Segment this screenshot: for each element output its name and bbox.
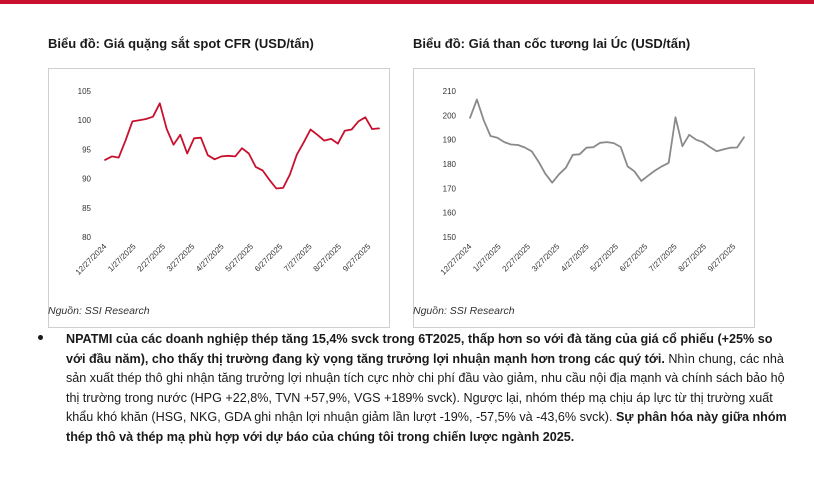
commentary-bullet: NPATMI của các doanh nghiệp thép tăng 15… — [38, 330, 790, 447]
commentary-body: Nhìn chung, các nhà sản xuất thép thô gh… — [66, 351, 785, 425]
coking-coal-x-tick-label: 1/27/2025 — [471, 242, 503, 274]
coking-coal-x-tick-label: 3/27/2025 — [530, 242, 562, 274]
coking-coal-x-tick-label: 7/27/2025 — [647, 242, 679, 274]
coking-coal-chart-frame: 150 160 170 180 190 200 210 12/27/2024 1/27/2025… — [413, 68, 755, 328]
coking-coal-x-tick-label: 6/27/2025 — [618, 242, 650, 274]
bullet-marker — [38, 335, 43, 340]
iron-ore-y-tick-label: 80 — [82, 233, 91, 242]
iron-ore-y-tick-label: 85 — [82, 204, 91, 213]
coking-coal-x-tick-label: 8/27/2025 — [677, 242, 709, 274]
iron-ore-chart-panel: Biểu đồ: Giá quặng sắt spot CFR (USD/tấn… — [48, 36, 408, 328]
iron-ore-x-tick-label: 8/27/2025 — [312, 242, 344, 274]
coking-coal-y-tick-label: 160 — [443, 209, 457, 218]
iron-ore-x-tick-label: 5/27/2025 — [224, 242, 256, 274]
coking-coal-y-tick-label: 210 — [443, 87, 457, 96]
iron-ore-y-tick-label: 105 — [78, 87, 92, 96]
coking-coal-chart-svg: 150 160 170 180 190 200 210 12/27/20241/27/2025… — [439, 87, 745, 277]
coking-coal-x-tick-label: 4/27/2025 — [559, 242, 591, 274]
coking-coal-y-tick-label: 170 — [443, 184, 457, 193]
iron-ore-y-tick-label: 90 — [82, 175, 91, 184]
iron-ore-x-tick-label: 2/27/2025 — [136, 242, 168, 274]
coking-coal-chart-panel: Biểu đồ: Giá than cốc tương lai Úc (USD/… — [413, 36, 773, 328]
iron-ore-chart-frame: 80 85 90 95 100 105 12/27/2024 1/27/2025 2/27/20… — [48, 68, 390, 328]
coking-coal-series-line — [469, 98, 745, 184]
accent-top-bar — [0, 0, 814, 4]
iron-ore-chart-svg: 80 85 90 95 100 105 12/27/20241/27/20252/27/20… — [74, 87, 380, 277]
iron-ore-y-tick-label: 95 — [82, 145, 91, 154]
iron-ore-x-tick-label: 3/27/2025 — [165, 242, 197, 274]
iron-ore-x-tick-label: 1/27/2025 — [106, 242, 138, 274]
coking-coal-x-tick-label: 9/27/2025 — [706, 242, 738, 274]
coking-coal-x-tick-label: 5/27/2025 — [589, 242, 621, 274]
iron-ore-x-tick-label: 9/27/2025 — [341, 242, 373, 274]
commentary-bold-lead: NPATMI của các doanh nghiệp thép tăng 15… — [66, 332, 773, 366]
coking-coal-y-tick-label: 190 — [443, 136, 457, 145]
coking-coal-x-tick-label: 2/27/2025 — [501, 242, 533, 274]
iron-ore-source-note: Nguồn: SSI Research — [48, 305, 150, 317]
commentary-paragraph: NPATMI của các doanh nghiệp thép tăng 15… — [66, 330, 790, 447]
coking-coal-y-tick-label: 150 — [443, 233, 457, 242]
coking-coal-y-tick-label: 200 — [443, 111, 457, 120]
coking-coal-x-tick-label: 12/27/2024 — [439, 242, 474, 277]
coking-coal-y-tick-label: 180 — [443, 160, 457, 169]
iron-ore-x-tick-label: 6/27/2025 — [253, 242, 285, 274]
coking-coal-source-note: Nguồn: SSI Research — [413, 305, 515, 317]
iron-ore-y-tick-label: 100 — [78, 116, 92, 125]
iron-ore-series-line — [104, 102, 380, 190]
iron-ore-chart-title: Biểu đồ: Giá quặng sắt spot CFR (USD/tấn… — [48, 36, 314, 51]
iron-ore-x-tick-label: 7/27/2025 — [282, 242, 314, 274]
iron-ore-x-tick-label: 4/27/2025 — [194, 242, 226, 274]
coking-coal-chart-title: Biểu đồ: Giá than cốc tương lai Úc (USD/… — [413, 36, 691, 51]
commentary-bold-conclusion: Sự phân hóa này giữa nhóm thép thô và th… — [66, 410, 787, 444]
iron-ore-x-tick-label: 12/27/2024 — [74, 242, 109, 277]
